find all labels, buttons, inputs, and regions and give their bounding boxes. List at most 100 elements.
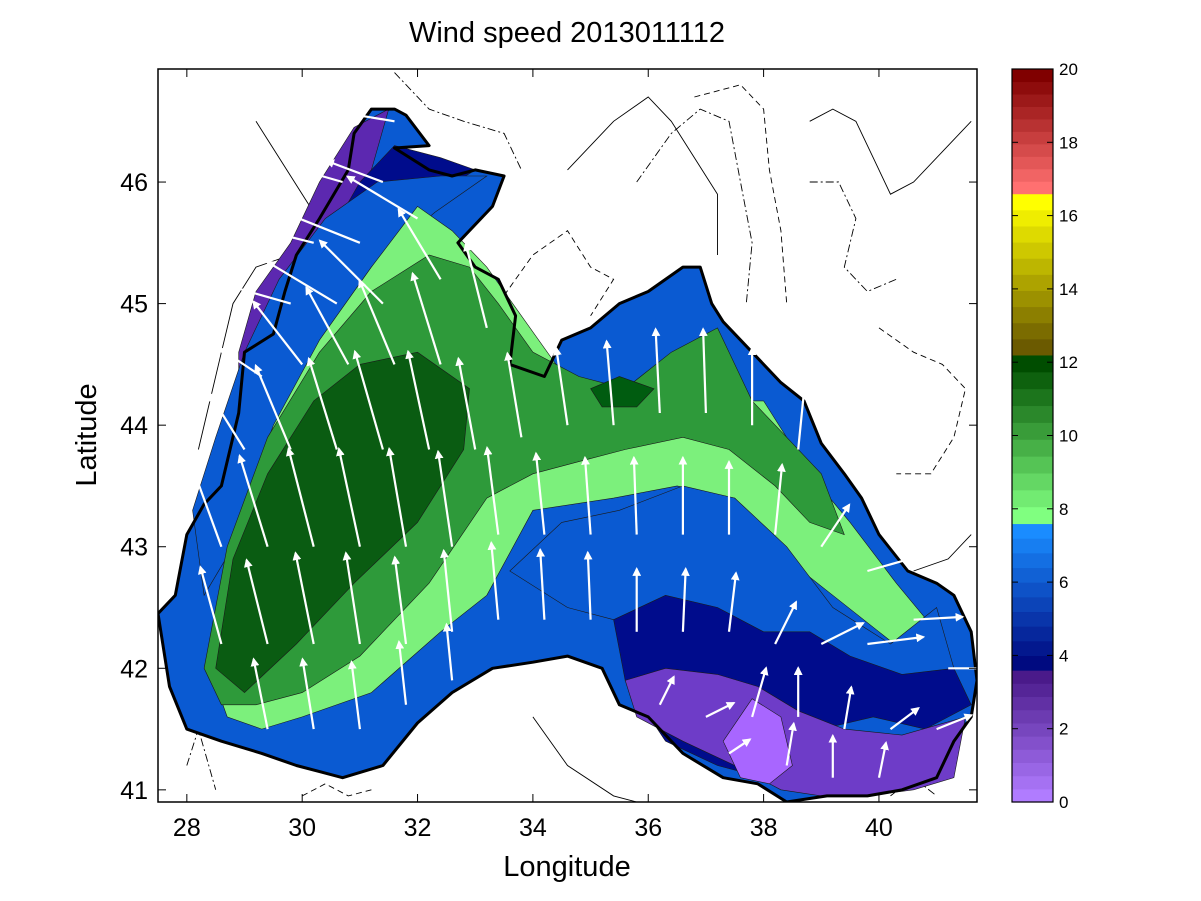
- colorbar-tick-label-18: 18: [1059, 133, 1078, 152]
- wind-vector-7: [265, 260, 338, 305]
- colorbar-step-35: [1012, 258, 1053, 275]
- wind-vector-67: [705, 701, 736, 718]
- colorbar-tick-label-20: 20: [1059, 60, 1078, 79]
- colorbar-tick-label-14: 14: [1059, 280, 1078, 299]
- colorbar-step-34: [1012, 274, 1053, 291]
- colorbar-tick-label-12: 12: [1059, 353, 1078, 372]
- colorbar-tick-label-6: 6: [1059, 573, 1068, 592]
- colorbar-step-49: [1012, 69, 1053, 83]
- wind-vector-4: [288, 213, 361, 244]
- wind-vector-18: [306, 356, 338, 450]
- x-tick-label-38: 38: [750, 814, 778, 842]
- colorbar-step-32: [1012, 306, 1053, 324]
- colorbar-tick-label-4: 4: [1059, 646, 1068, 665]
- wind-vector-48: [391, 555, 408, 645]
- wind-vector-19: [352, 349, 384, 450]
- wind-vector-65: [442, 622, 454, 681]
- wind-vector-55: [727, 571, 740, 632]
- colorbar-step-24: [1012, 439, 1053, 457]
- speed-region-9: [624, 667, 966, 797]
- colorbar-tick-label-2: 2: [1059, 720, 1068, 739]
- wind-vector-51: [536, 547, 546, 620]
- wind-vector-11: [252, 300, 304, 366]
- land-contour-9: [913, 534, 972, 572]
- wind-vector-16: [208, 392, 246, 451]
- colorbar-step-28: [1012, 371, 1053, 390]
- land-contour-5: [694, 84, 788, 304]
- colorbar-step-45: [1012, 118, 1053, 132]
- wind-vector-12: [305, 285, 350, 365]
- colorbar-step-26: [1012, 405, 1053, 423]
- coastline: [158, 107, 977, 802]
- wind-vector-15: [463, 242, 488, 329]
- wind-vector-8: [318, 239, 384, 305]
- wind-vector-43: [867, 554, 919, 573]
- x-tick-marks: [186, 69, 880, 802]
- y-tick-label-41: 41: [120, 777, 148, 805]
- colorbar-step-22: [1012, 472, 1053, 491]
- x-tick-label-30: 30: [288, 814, 316, 842]
- speed-region-10: [722, 698, 793, 785]
- wind-vector-54: [680, 567, 690, 632]
- land-contour-13: [890, 777, 937, 797]
- colorbar-step-7: [1012, 696, 1053, 711]
- land-contour-6: [809, 108, 972, 195]
- x-tick-label-28: 28: [173, 814, 201, 842]
- wind-vector-76: [877, 740, 889, 778]
- colorbar-step-14: [1012, 596, 1053, 613]
- wind-vector-47: [342, 551, 361, 645]
- y-axis-label: Latitude: [71, 383, 103, 486]
- colorbar-step-16: [1012, 567, 1053, 583]
- colorbar-step-8: [1012, 683, 1053, 698]
- land-contour-lines: [186, 72, 972, 802]
- colorbar-bands: [1012, 69, 1053, 803]
- colorbar-ticks: 0 2 4 6 8 10 12 14 16 18 20: [1012, 60, 1078, 812]
- colorbar-step-42: [1012, 156, 1053, 170]
- colorbar-step-31: [1012, 322, 1053, 340]
- wind-vector-20: [405, 349, 431, 450]
- colorbar-step-37: [1012, 225, 1053, 243]
- colorbar-step-27: [1012, 388, 1053, 407]
- plot-area: [157, 68, 978, 803]
- colorbar-step-6: [1012, 709, 1053, 724]
- wind-vector-42: [820, 503, 851, 548]
- colorbar-step-2: [1012, 762, 1053, 777]
- colorbar-step-43: [1012, 143, 1053, 157]
- colorbar-step-25: [1012, 422, 1053, 440]
- colorbar-step-1: [1012, 775, 1053, 790]
- plot-frame: [157, 68, 978, 803]
- land-contour-1: [394, 72, 522, 171]
- wind-vector-59: [913, 612, 965, 622]
- colorbar-step-46: [1012, 106, 1053, 120]
- wind-vector-64: [395, 640, 408, 705]
- wind-vector-28: [797, 377, 809, 450]
- colorbar-step-29: [1012, 354, 1053, 373]
- y-tick-label-46: 46: [120, 169, 148, 197]
- colorbar-step-9: [1012, 670, 1053, 684]
- colorbar-step-38: [1012, 209, 1053, 227]
- x-tick-label-40: 40: [865, 814, 893, 842]
- colorbar-step-20: [1012, 506, 1053, 525]
- x-tick-label-36: 36: [634, 814, 662, 842]
- wind-vector-26: [698, 327, 708, 414]
- wind-vector-46: [292, 551, 315, 645]
- wind-vector-73: [728, 738, 752, 755]
- y-tick-marks: [158, 181, 977, 791]
- wind-vector-24: [602, 339, 615, 426]
- wind-vector-66: [658, 675, 675, 706]
- wind-vector-62: [299, 657, 315, 730]
- wind-vector-23: [552, 346, 569, 426]
- wind-vector-56: [774, 600, 798, 645]
- wind-vector-49: [440, 548, 454, 632]
- colorbar-step-40: [1012, 181, 1053, 195]
- y-tick-label-43: 43: [120, 534, 148, 562]
- colorbar-step-41: [1012, 168, 1053, 182]
- wind-vector-61: [250, 657, 269, 730]
- land-contour-8: [878, 327, 966, 475]
- wind-vector-45: [244, 558, 269, 645]
- wind-vector-17: [254, 363, 292, 450]
- land-contour-11: [301, 783, 372, 797]
- wind-vector-25: [651, 327, 661, 414]
- wind-vector-14: [410, 271, 442, 365]
- colorbar-tick-label-0: 0: [1059, 793, 1068, 812]
